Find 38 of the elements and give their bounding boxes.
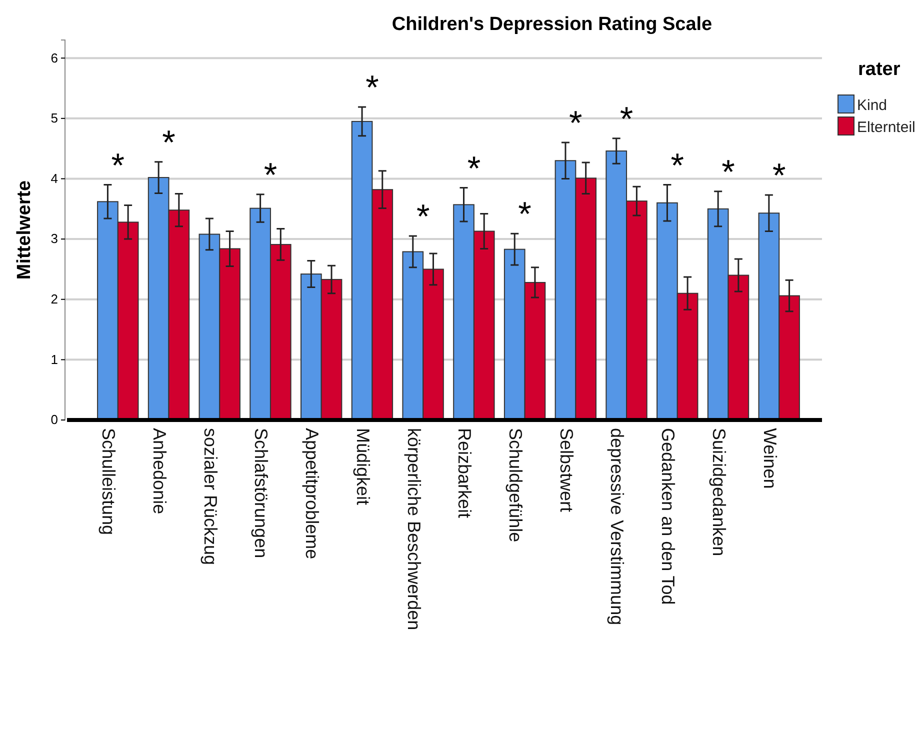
annotation: * xyxy=(569,104,582,143)
x-tick-label: Weinen xyxy=(760,428,780,489)
y-tick-label: 4 xyxy=(50,170,58,186)
annotation: * xyxy=(416,198,430,236)
x-tick-label: Anhedonie xyxy=(149,428,170,514)
x-tick-label: sozialer Rückzug xyxy=(200,428,220,566)
legend-title: rater xyxy=(858,59,901,80)
x-tick-label: Suizidgedanken xyxy=(708,428,729,556)
chart-title: Children's Depression Rating Scale xyxy=(392,14,712,35)
x-tick-label: depressive Verstimmung xyxy=(607,428,628,626)
annotation: * xyxy=(772,157,786,196)
x-tick-label: Schuldgefühle xyxy=(505,428,526,542)
x-tick-label: Gedanken an den Tod xyxy=(658,428,678,605)
annotation: * xyxy=(518,196,532,234)
y-tick-label: 0 xyxy=(50,412,58,428)
x-tick-label: Müdigkeit xyxy=(352,428,373,506)
x-tick-label: körperliche Beschwerden xyxy=(404,428,424,630)
y-axis-title: Mittelwerte xyxy=(14,180,35,280)
x-tick-label: Schulleistung xyxy=(98,428,119,536)
y-tick-label: 2 xyxy=(50,292,58,307)
x-tick-label: Selbstwert xyxy=(556,428,576,512)
y-tick-label: 6 xyxy=(50,50,58,66)
y-tick-label: 5 xyxy=(50,110,58,126)
y-tick-label: 1 xyxy=(50,352,58,367)
annotation: * xyxy=(111,146,125,185)
annotation: * xyxy=(670,146,684,185)
annotation: * xyxy=(722,153,735,192)
x-tick-label: Appetitprobleme xyxy=(302,428,322,560)
y-tick-label: 3 xyxy=(50,231,58,246)
annotation: * xyxy=(366,68,379,107)
legend-label: Kind xyxy=(857,97,888,114)
x-tick-label: Reizbarkeit xyxy=(454,428,475,518)
annotation: * xyxy=(162,124,176,162)
annotation: * xyxy=(620,100,634,138)
annotation: * xyxy=(467,150,481,188)
annotation: * xyxy=(264,156,278,194)
x-tick-label: Schlafstörungen xyxy=(251,428,272,558)
legend-label: Elternteil xyxy=(857,119,916,136)
